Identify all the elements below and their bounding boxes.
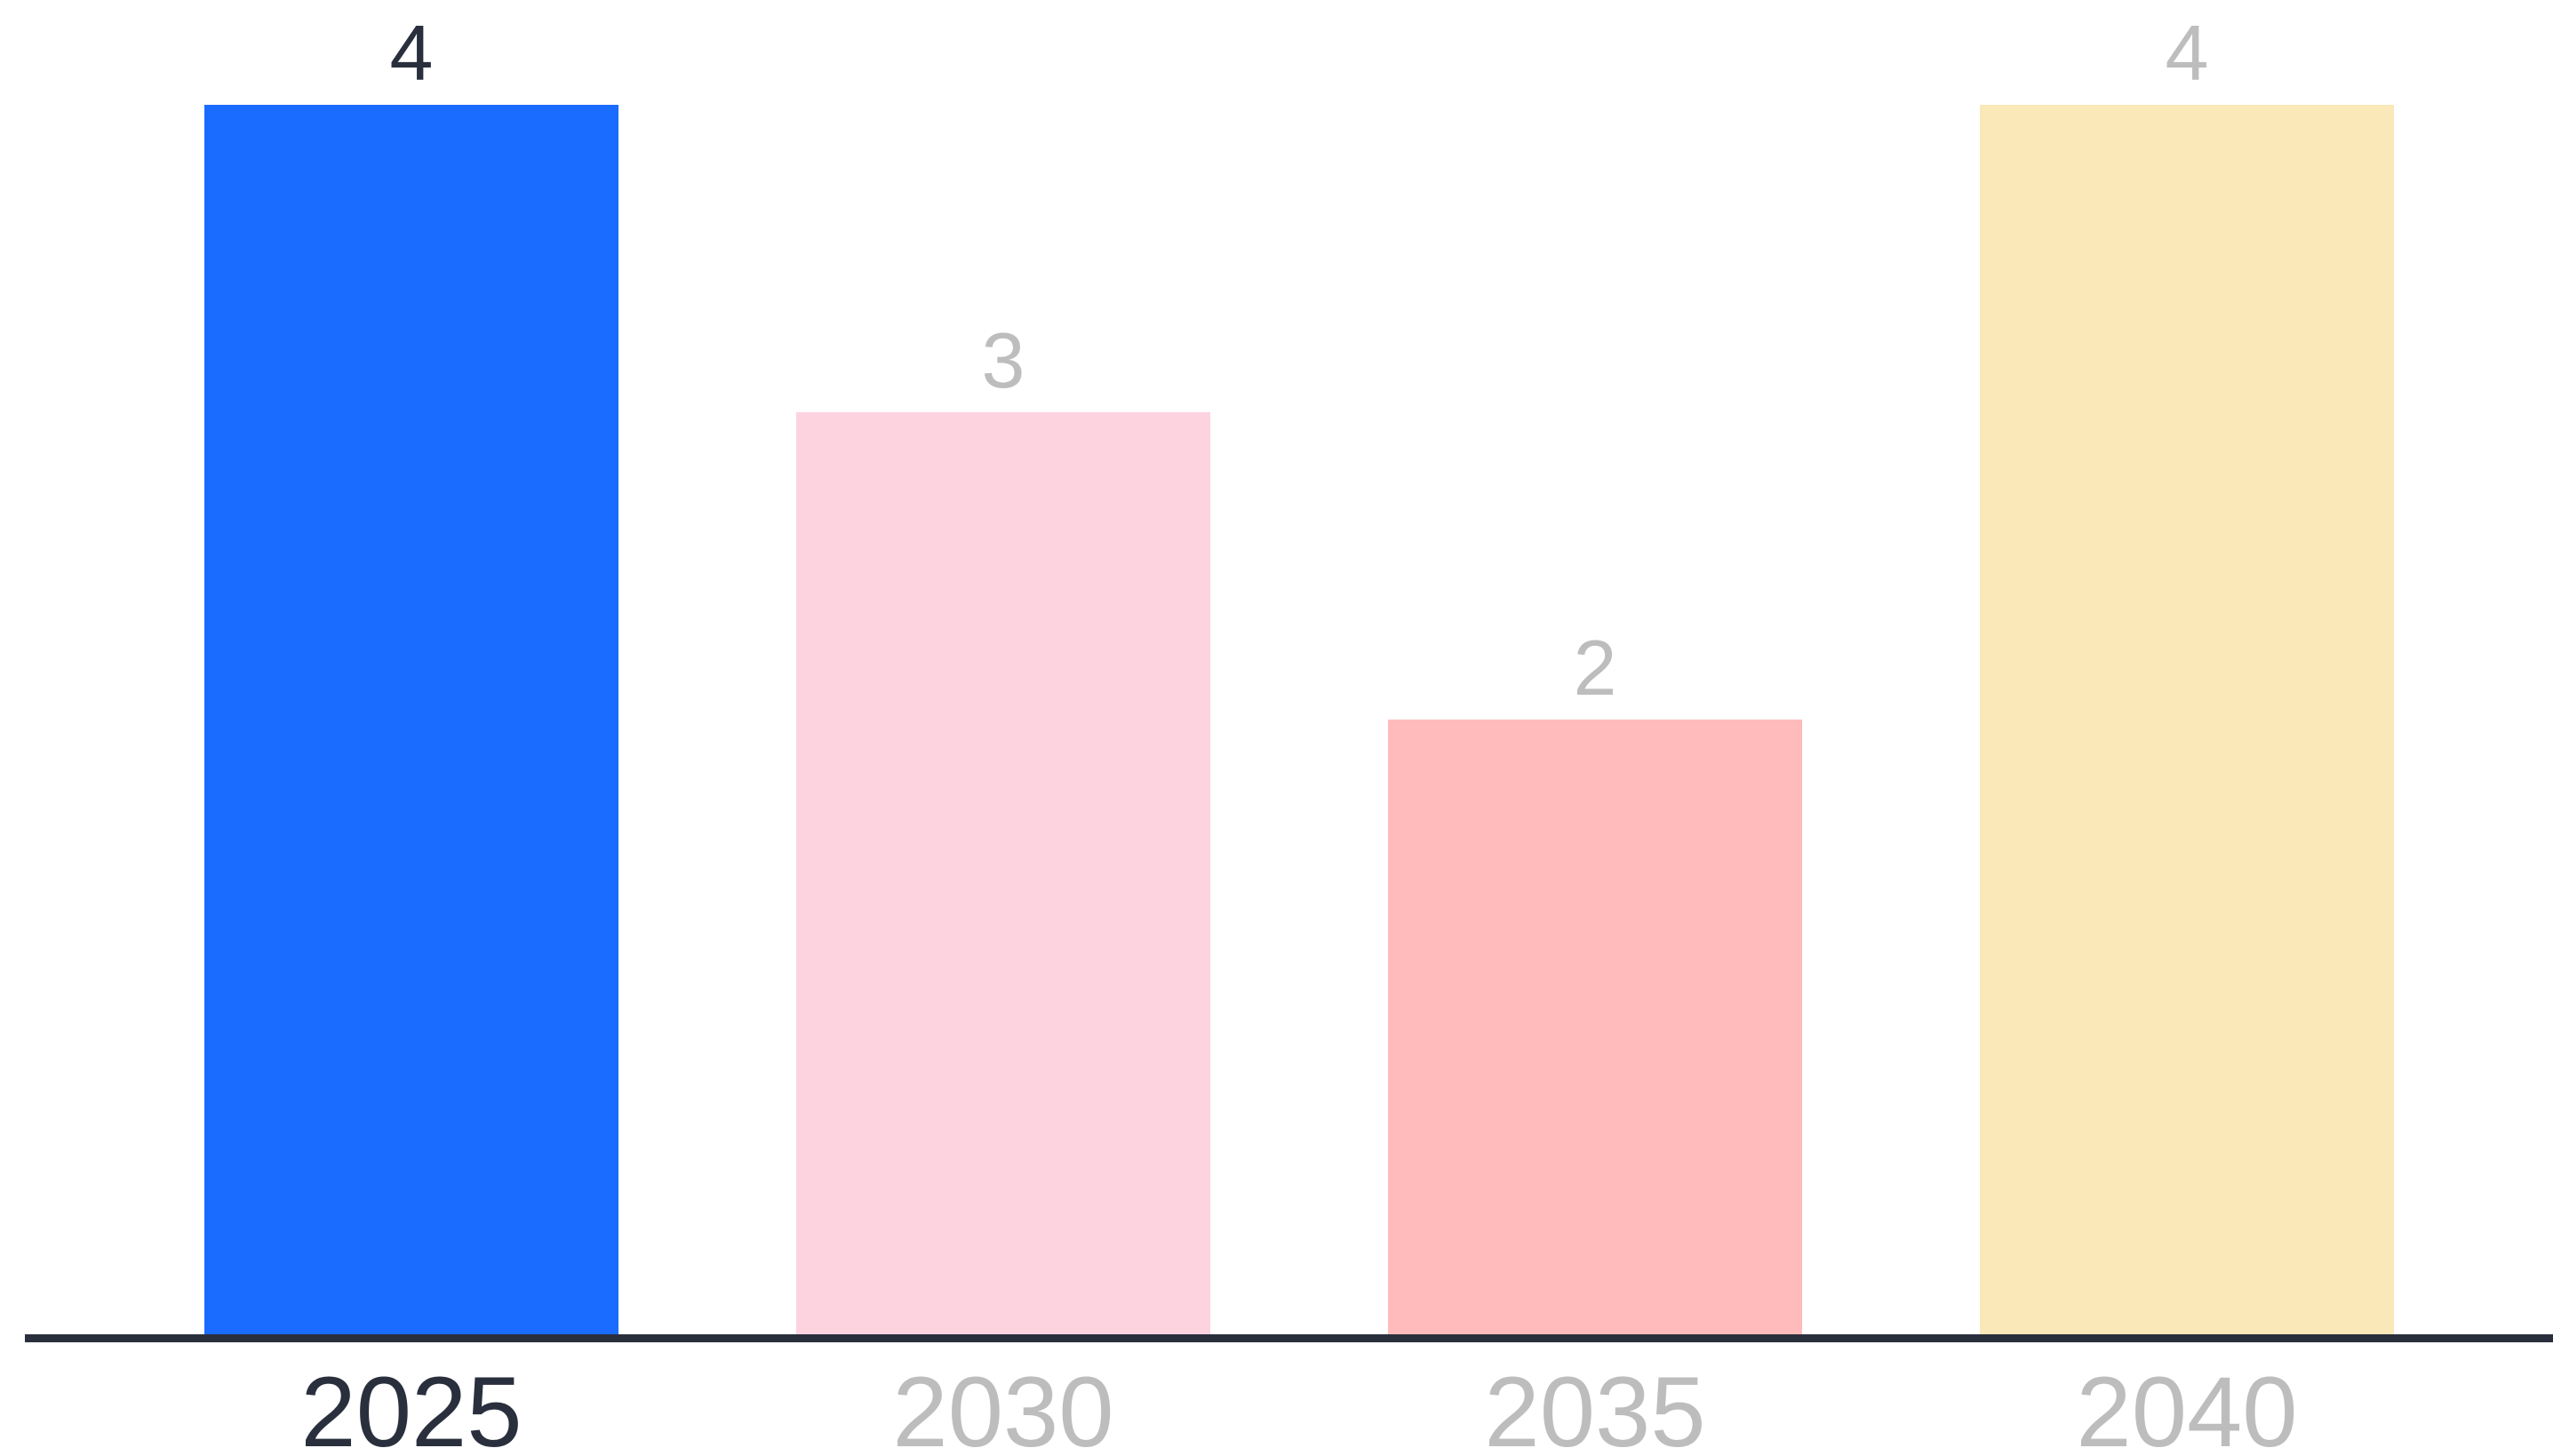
value-labels: 4 3 2 4 [390,9,2209,712]
bar-2040 [1980,105,2394,1334]
x-tick-label-2025: 2025 [300,1357,522,1456]
bar-2030 [796,412,1210,1334]
x-tick-label-2040: 2040 [2076,1357,2297,1456]
value-label-2040: 4 [2166,9,2209,97]
x-axis-tick-labels: 2025 2030 2035 2040 [300,1357,2297,1456]
bars [204,105,2394,1334]
value-label-2035: 2 [1574,624,1617,712]
bar-2035 [1388,720,1802,1334]
value-label-2030: 3 [982,316,1025,404]
value-label-2025: 4 [390,9,434,97]
x-tick-label-2035: 2035 [1484,1357,1705,1456]
x-tick-label-2030: 2030 [892,1357,1113,1456]
bar-2025 [204,105,618,1334]
